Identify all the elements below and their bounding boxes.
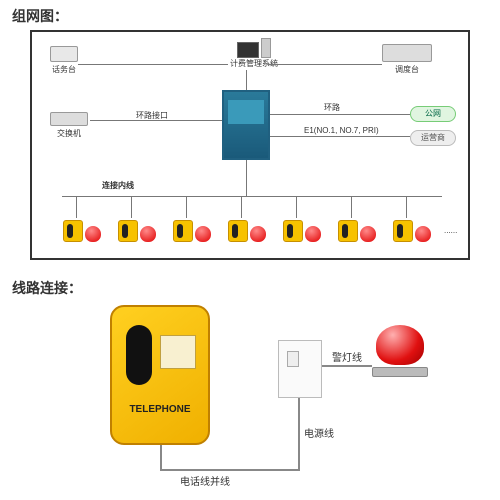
telephone-label: TELEPHONE (112, 404, 208, 415)
endpoint-phone-icon (228, 220, 248, 242)
section1-title: 组网图： (0, 0, 500, 32)
telephone-unit: TELEPHONE (110, 305, 210, 445)
attendant-console: 话务台 (50, 46, 78, 75)
line (246, 70, 247, 90)
endpoint-alarm-icon (305, 226, 321, 242)
phone-icon (50, 46, 78, 62)
endpoint-phone-icon (173, 220, 193, 242)
dispatch-label: 调度台 (382, 64, 432, 75)
wire (160, 445, 162, 469)
power-supply-box (278, 340, 322, 398)
handset-icon (126, 325, 152, 385)
public-net-pill: 公网 (410, 106, 456, 122)
drop-line (296, 196, 297, 218)
endpoint-pair (62, 220, 102, 247)
endpoint-phone-icon (283, 220, 303, 242)
endpoint-pair (117, 220, 157, 247)
line (268, 64, 382, 65)
line (90, 120, 222, 121)
alarm-base-icon (372, 367, 428, 377)
endpoint-alarm-icon (85, 226, 101, 242)
line (270, 136, 410, 137)
drop-line (186, 196, 187, 218)
console-icon (382, 44, 432, 62)
endpoint-alarm-icon (250, 226, 266, 242)
endpoint-alarm-icon (195, 226, 211, 242)
server-icon (50, 112, 88, 126)
wire (160, 469, 298, 471)
endpoint-pair (172, 220, 212, 247)
drop-line (241, 196, 242, 218)
alarm-dome-icon (376, 325, 424, 365)
line (246, 160, 247, 196)
keypad-icon (160, 335, 196, 369)
wire (298, 398, 300, 471)
phone-wire-label: 电话线并线 (180, 473, 230, 488)
central-cabinet (222, 90, 270, 160)
endpoint-alarm-icon (360, 226, 376, 242)
line (78, 64, 228, 65)
power-wire-label: 电源线 (304, 425, 334, 440)
endpoint-alarm-icon (140, 226, 156, 242)
drop-line (131, 196, 132, 218)
attendant-label: 话务台 (50, 64, 78, 75)
switch-device: 交换机 (50, 112, 88, 139)
drop-line (406, 196, 407, 218)
alarm-wire-label: 警灯线 (332, 349, 362, 364)
endpoint-pair (227, 220, 267, 247)
endpoint-phone-icon (63, 220, 83, 242)
digital-if-label: E1(NO.1, NO.7, PRI) (304, 126, 404, 135)
wiring-diagram: TELEPHONE 电话线并线 电源线 警灯线 (0, 285, 500, 495)
drop-line (76, 196, 77, 218)
pc-icon (230, 38, 278, 58)
alarm-lamp (370, 325, 430, 381)
switch-label: 交换机 (50, 128, 88, 139)
endpoint-pair (392, 220, 432, 247)
network-diagram: 话务台 计费管理系统 调度台 交换机 公网 运营商 环路接口 环路 E1(NO.… (30, 30, 470, 260)
endpoint-phone-icon (393, 220, 413, 242)
endpoint-alarm-icon (415, 226, 431, 242)
trunk-right-label: 环路 (324, 102, 340, 113)
endpoint-pair (282, 220, 322, 247)
dispatch-console: 调度台 (382, 44, 432, 75)
carrier-pill: 运营商 (410, 130, 456, 146)
wire (322, 365, 372, 367)
line (270, 114, 410, 115)
endpoint-phone-icon (118, 220, 138, 242)
endpoint-pair (337, 220, 377, 247)
bus-line (62, 196, 442, 197)
internal-line-label: 连接内线 (102, 180, 134, 191)
endpoint-phone-icon (338, 220, 358, 242)
ellipsis: ...... (444, 226, 457, 235)
drop-line (351, 196, 352, 218)
